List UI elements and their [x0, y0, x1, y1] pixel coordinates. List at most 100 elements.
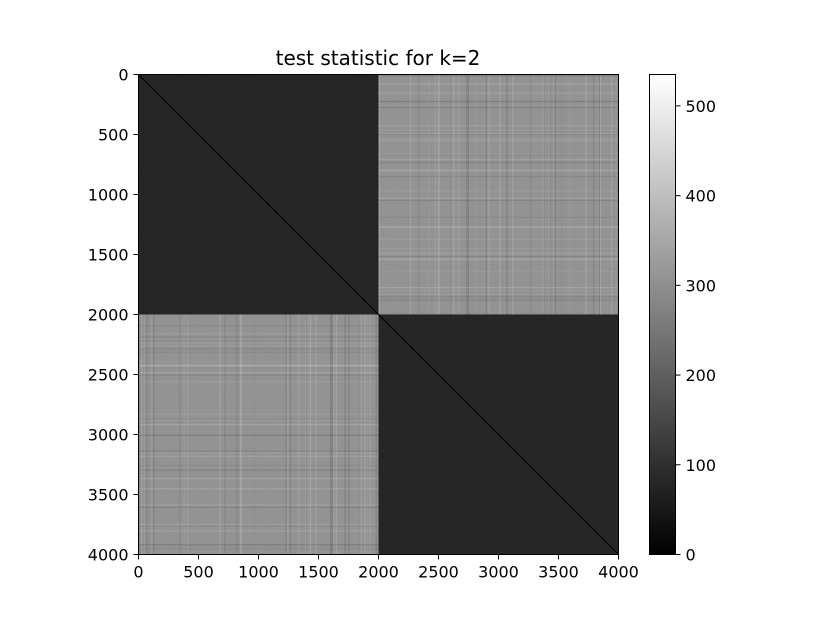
streak-h [378, 132, 619, 134]
streak-v [240, 314, 242, 555]
streak-h [378, 175, 619, 178]
streak-h [378, 238, 619, 240]
y-tick-label: 2500 [88, 366, 129, 385]
streak-v [153, 314, 155, 555]
streak-v [409, 74, 412, 315]
streak-h [138, 338, 379, 340]
streak-h [138, 434, 379, 436]
streak-v [506, 74, 508, 315]
streak-v [531, 74, 533, 315]
streak-h [138, 488, 379, 490]
streak-v [179, 314, 181, 555]
streak-h [378, 254, 619, 256]
colorbar-tick-label: 400 [686, 187, 717, 206]
streak-h [138, 451, 379, 454]
x-tick-label: 1000 [238, 563, 279, 582]
streak-h [138, 526, 379, 528]
colorbar-tick-label: 300 [686, 276, 717, 295]
streak-h [138, 342, 379, 344]
streak-v [344, 314, 346, 555]
streak-h [378, 125, 619, 127]
streak-v [359, 314, 361, 555]
streak-v [593, 74, 595, 315]
streak-v [187, 314, 189, 555]
streak-v [466, 74, 468, 315]
streak-v [183, 314, 185, 555]
streak-h [378, 83, 619, 85]
streak-v [236, 314, 238, 555]
streak-h [138, 345, 379, 347]
streak-h [378, 190, 619, 192]
streak-v [147, 314, 149, 555]
streak-h [378, 100, 619, 103]
streak-v [224, 314, 226, 555]
streak-h [378, 313, 619, 315]
streak-h [378, 75, 619, 77]
streak-h [138, 348, 379, 350]
streak-h [138, 506, 379, 508]
streak-h [378, 92, 619, 94]
streak-h [378, 138, 619, 140]
streak-h [138, 548, 379, 550]
streak-h [378, 153, 619, 156]
streak-h [138, 424, 379, 426]
streak-v [475, 74, 477, 315]
x-tick-label: 2000 [358, 563, 399, 582]
streak-h [378, 158, 619, 161]
streak-h [138, 351, 379, 353]
streak-h [138, 544, 379, 546]
streak-h [378, 259, 619, 261]
streak-v [542, 74, 544, 315]
x-tick-label: 4000 [598, 563, 639, 582]
streak-v [151, 314, 153, 555]
streak-h [138, 336, 379, 338]
streak-v [335, 314, 338, 555]
streak-h [138, 526, 379, 528]
streak-v [253, 314, 256, 555]
streak-h [138, 380, 379, 383]
streak-v [610, 74, 613, 315]
streak-h [138, 364, 379, 366]
streak-h [378, 293, 619, 295]
streak-h [378, 130, 619, 133]
diagonal-line [138, 74, 619, 555]
streak-h [138, 530, 379, 532]
streak-v [144, 314, 146, 555]
streak-h [378, 292, 619, 294]
streak-v [304, 314, 306, 555]
colorbar-tick-label: 200 [686, 366, 717, 385]
streak-h [378, 197, 619, 199]
streak-v [375, 314, 377, 555]
y-tick-label: 3500 [88, 486, 129, 505]
streak-v [598, 74, 601, 315]
streak-v [360, 314, 362, 555]
streak-v [499, 74, 501, 315]
streak-h [138, 455, 379, 457]
streak-v [140, 314, 142, 555]
streak-v [315, 314, 317, 555]
x-tick-label: 2500 [418, 563, 459, 582]
streak-h [138, 489, 379, 491]
streak-h [138, 325, 379, 327]
streak-v [530, 74, 532, 315]
streak-h [378, 134, 619, 136]
streak-v [585, 74, 587, 315]
streak-h [378, 154, 619, 156]
y-axis: 0 500 1000 1500 2000 2500 3000 3500 4000 [88, 66, 139, 565]
streak-h [378, 169, 619, 171]
streak-h [138, 364, 379, 367]
streak-v [364, 314, 366, 555]
colorbar [649, 74, 676, 555]
streak-v [418, 74, 420, 315]
streak-h [138, 332, 379, 335]
x-axis: 0 500 1000 1500 2000 2500 3000 3500 4000 [133, 554, 639, 582]
streak-v [139, 314, 141, 555]
streak-h [138, 477, 379, 480]
streak-h [378, 258, 619, 260]
y-tick-label: 1500 [88, 246, 129, 265]
streak-h [378, 216, 619, 218]
y-tick-label: 1000 [88, 186, 129, 205]
streak-v [369, 314, 371, 555]
streak-v [366, 314, 368, 555]
